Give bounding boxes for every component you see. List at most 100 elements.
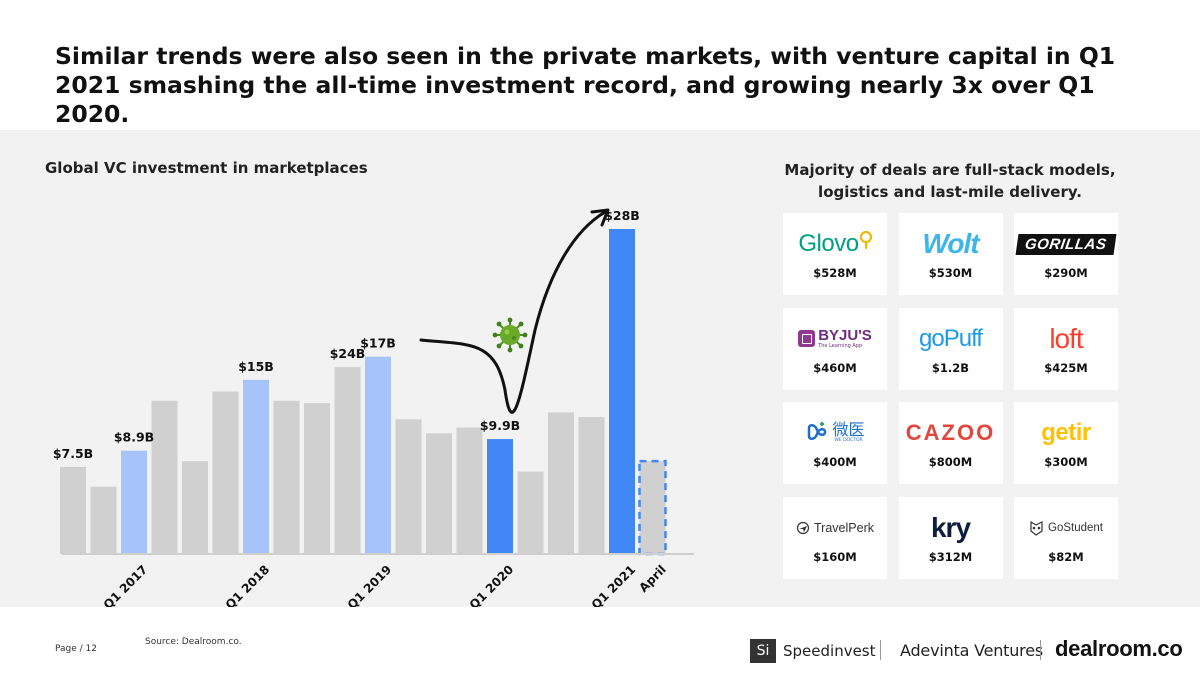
deal-card-gostudent: GoStudent $82M [1014,496,1118,579]
gostudent-logo-text: GoStudent [1048,521,1103,534]
data-label: $9.9B [480,418,520,433]
deal-card-travelperk: TravelPerk $160M [783,496,887,579]
data-label: $8.9B [114,430,154,445]
deal-card-cazoo: CAZOO $800M [898,402,1003,484]
x-tick-label: Q1 2020 [467,562,517,607]
glovo-logo: Glovo [798,228,872,260]
wedoctor-tagline: WE DOCTOR [834,438,863,444]
chart-bar [365,356,391,554]
kry-logo: kry [930,511,971,544]
chart-bar [395,419,422,554]
chart-bar [212,391,239,554]
data-label: $28B [604,208,640,223]
wedoctor-logo: 微医 WE DOCTOR [805,417,865,449]
deal-amount: $300M [1044,455,1088,469]
chart-bar [426,433,452,554]
chart-bar [304,403,330,554]
deal-amount: $312M [928,549,973,564]
deal-card-byjus: BYJU'S The Learning App $460M [783,307,887,390]
gorillas-logo-text: GORILLAS [1015,233,1117,255]
virus-icon [492,317,528,353]
deal-card-gopuff: goPuff $1.2B [898,307,1003,390]
chart-bar [609,229,635,554]
gostudent-owl-icon [1030,520,1043,536]
deal-card-wolt: Wolt $530M [898,213,1003,295]
deal-amount: $82M [1048,549,1084,564]
chart-bar [487,439,513,554]
footer-divider [1040,640,1041,660]
travelperk-plane-icon [796,521,810,534]
gopuff-logo-text: goPuff [919,324,983,352]
getir-logo: getir [1041,417,1091,449]
chart-bar [578,417,605,554]
gostudent-logo: GoStudent [1029,512,1103,544]
source-note: Source: Dealroom.co. [145,637,242,647]
footer-divider [880,640,881,660]
deal-amount: $160M [813,549,857,564]
deal-amount: $1.2B [931,360,970,375]
x-tick-label: Q1 2018 [223,562,273,607]
speedinvest-mark: Si [750,639,776,663]
deal-card-wedoctor: 微医 WE DOCTOR $400M [783,402,887,484]
deal-card-gorillas: GORILLAS $290M [1014,213,1118,295]
chart-bar [121,450,147,554]
chart-bar [90,486,117,554]
deals-heading-line-2: logistics and last-mile delivery. [818,183,1082,201]
gopuff-logo: goPuff [919,323,983,355]
deal-amount: $290M [1044,266,1088,280]
x-tick-label: Q1 2021 [589,562,639,607]
chart-bar [151,400,178,554]
byjus-logo-text: BYJU'S [818,327,872,344]
data-label: $17B [360,336,396,351]
chart-bar [456,427,483,554]
trend-arrow-head [590,208,610,227]
slide-headline: Similar trends were also seen in the pri… [55,42,1116,128]
deal-amount: $425M [1044,360,1088,375]
chart-title: Global VC investment in marketplaces [45,159,368,177]
deal-amount: $400M [813,455,857,469]
deals-grid: Glovo $528M Wolt $530M GORILLAS $290M BY… [783,213,1118,579]
deals-heading: Majority of deals are full-stack models,… [770,159,1130,203]
deal-amount: $528M [813,266,857,280]
deal-amount: $530M [928,266,973,280]
data-label: $7.5B [53,446,93,461]
wedoctor-logo-text: 微医 [832,420,865,440]
chart-bar [548,412,574,554]
travelperk-logo: TravelPerk [796,512,874,544]
page-number: Page / 12 [55,644,97,654]
data-label: $24B [330,346,366,361]
loft-logo: loft [1049,322,1083,355]
vc-investment-bar-chart: $7.5B $8.9B $15B $24B$17B $9.9B $28B Q1 2017 Q… [53,208,694,607]
x-tick-label: Q1 2017 [101,562,151,607]
speedinvest-logo: Speedinvest [783,642,876,660]
deals-heading-line-1: Majority of deals are full-stack models, [784,161,1116,179]
deal-card-glovo: Glovo $528M [783,213,887,295]
chart-bar [243,379,269,554]
kry-logo-text: kry [930,511,971,543]
x-tick-label: April [636,562,669,595]
loft-logo-text: loft [1049,322,1083,354]
byjus-logo: BYJU'S The Learning App [798,323,872,355]
chart-bar [638,459,667,556]
deal-amount: $460M [813,360,857,375]
byjus-logo-mark [798,330,816,347]
cazoo-logo: CAZOO [906,417,995,449]
chart-bar [517,471,544,554]
chart-bar [182,461,208,554]
wolt-logo: Wolt [922,228,979,260]
getir-logo-text: getir [1041,419,1091,446]
glovo-pin-icon [859,231,872,250]
glovo-logo-text: Glovo [798,230,859,257]
cazoo-logo-text: CAZOO [905,420,996,445]
byjus-tagline: The Learning App [818,343,863,349]
x-tick-label: Q1 2019 [345,562,395,607]
gorillas-logo: GORILLAS [1015,228,1117,260]
dealroom-logo: dealroom.co [1055,636,1183,661]
chart-bar [334,367,361,554]
deal-card-loft: loft $425M [1014,307,1118,390]
wedoctor-mark-icon [808,422,827,440]
deal-card-getir: getir $300M [1014,402,1118,484]
adevinta-ventures-logo: Adevinta Ventures [900,641,1043,660]
chart-bar [273,400,300,554]
deal-amount: $800M [928,455,973,469]
